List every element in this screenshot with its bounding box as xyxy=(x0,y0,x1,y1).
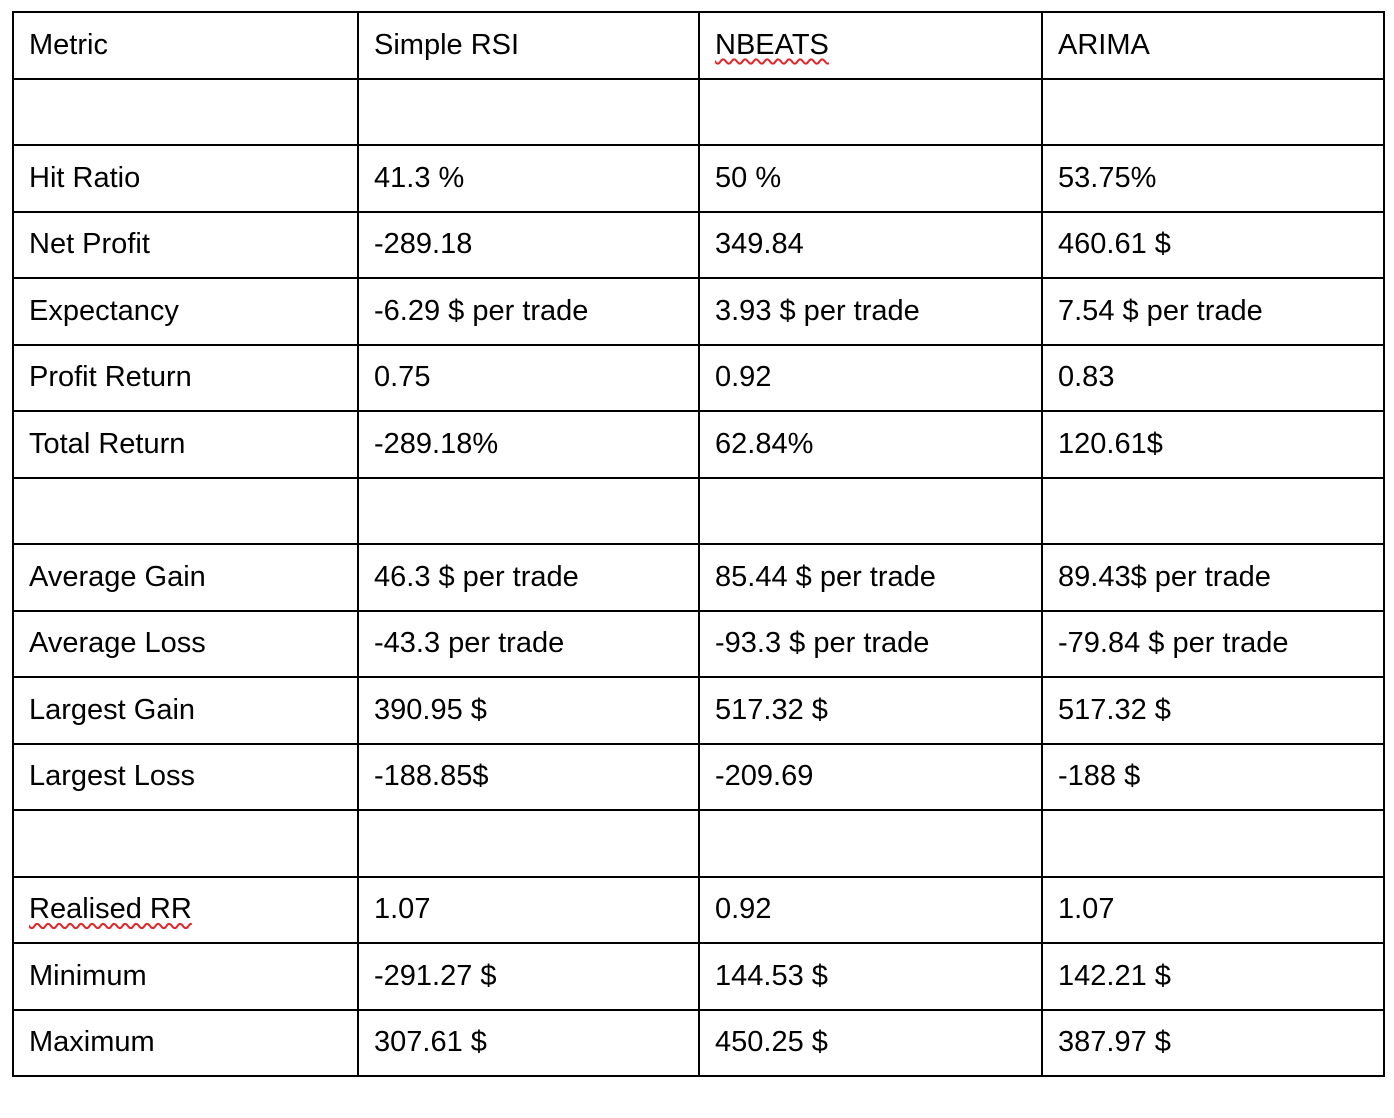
arima-value-cell[interactable]: 387.97 $ xyxy=(1041,1008,1385,1077)
table-row-expectancy: Expectancy -6.29 $ per trade 3.93 $ per … xyxy=(12,277,1385,346)
simple-rsi-value-cell[interactable]: 307.61 $ xyxy=(357,1008,700,1077)
arima-value-cell[interactable]: -79.84 $ per trade xyxy=(1041,609,1385,678)
table-cell[interactable] xyxy=(1041,809,1385,878)
arima-value-cell[interactable]: 0.83 xyxy=(1041,343,1385,412)
nbeats-value-cell[interactable]: 62.84% xyxy=(698,410,1043,479)
header-cell-nbeats[interactable]: NBEATS xyxy=(698,11,1043,80)
simple-rsi-value-cell[interactable]: 390.95 $ xyxy=(357,676,700,745)
simple-rsi-value-cell[interactable]: -289.18% xyxy=(357,410,700,479)
table-row-hit-ratio: Hit Ratio 41.3 % 50 % 53.75% xyxy=(12,144,1385,213)
metrics-table: Metric Simple RSI NBEATS ARIMA Hit Ratio… xyxy=(12,11,1385,1077)
table-cell[interactable] xyxy=(357,809,700,878)
table-cell[interactable] xyxy=(698,476,1043,545)
simple-rsi-value-cell[interactable]: 1.07 xyxy=(357,875,700,944)
arima-value-cell[interactable]: 7.54 $ per trade xyxy=(1041,277,1385,346)
table-row-total-return: Total Return -289.18% 62.84% 120.61$ xyxy=(12,410,1385,479)
simple-rsi-value-cell[interactable]: 0.75 xyxy=(357,343,700,412)
metric-label-cell[interactable]: Average Gain xyxy=(12,543,359,612)
arima-value-cell[interactable]: 53.75% xyxy=(1041,144,1385,213)
table-row-largest-loss: Largest Loss -188.85$ -209.69 -188 $ xyxy=(12,742,1385,811)
nbeats-value-cell[interactable]: 0.92 xyxy=(698,875,1043,944)
table-row-average-gain: Average Gain 46.3 $ per trade 85.44 $ pe… xyxy=(12,543,1385,612)
arima-value-cell[interactable]: 142.21 $ xyxy=(1041,942,1385,1011)
metrics-document: Metric Simple RSI NBEATS ARIMA Hit Ratio… xyxy=(12,11,1385,1077)
table-row-empty xyxy=(12,476,1385,545)
table-row-largest-gain: Largest Gain 390.95 $ 517.32 $ 517.32 $ xyxy=(12,676,1385,745)
nbeats-value-cell[interactable]: 144.53 $ xyxy=(698,942,1043,1011)
table-cell[interactable] xyxy=(698,809,1043,878)
simple-rsi-value-cell[interactable]: -289.18 xyxy=(357,210,700,279)
table-cell[interactable] xyxy=(1041,476,1385,545)
nbeats-value-cell[interactable]: 450.25 $ xyxy=(698,1008,1043,1077)
spellcheck-underlined-text: Realised RR xyxy=(29,893,192,926)
metric-label-cell[interactable]: Net Profit xyxy=(12,210,359,279)
metric-label-cell[interactable]: Profit Return xyxy=(12,343,359,412)
table-cell[interactable] xyxy=(12,77,359,146)
simple-rsi-value-cell[interactable]: -188.85$ xyxy=(357,742,700,811)
nbeats-value-cell[interactable]: 85.44 $ per trade xyxy=(698,543,1043,612)
metric-label-cell[interactable]: Expectancy xyxy=(12,277,359,346)
metric-label-cell[interactable]: Hit Ratio xyxy=(12,144,359,213)
header-cell-metric[interactable]: Metric xyxy=(12,11,359,80)
metric-label-cell[interactable]: Average Loss xyxy=(12,609,359,678)
arima-value-cell[interactable]: -188 $ xyxy=(1041,742,1385,811)
table-header-row: Metric Simple RSI NBEATS ARIMA xyxy=(12,11,1385,80)
nbeats-value-cell[interactable]: 517.32 $ xyxy=(698,676,1043,745)
arima-value-cell[interactable]: 89.43$ per trade xyxy=(1041,543,1385,612)
table-cell[interactable] xyxy=(357,77,700,146)
nbeats-value-cell[interactable]: 0.92 xyxy=(698,343,1043,412)
table-row-empty xyxy=(12,77,1385,146)
simple-rsi-value-cell[interactable]: 46.3 $ per trade xyxy=(357,543,700,612)
spellcheck-underlined-text: NBEATS xyxy=(715,28,829,61)
nbeats-value-cell[interactable]: 50 % xyxy=(698,144,1043,213)
nbeats-value-cell[interactable]: -209.69 xyxy=(698,742,1043,811)
arima-value-cell[interactable]: 120.61$ xyxy=(1041,410,1385,479)
table-row-net-profit: Net Profit -289.18 349.84 460.61 $ xyxy=(12,210,1385,279)
metric-label-cell[interactable]: Largest Loss xyxy=(12,742,359,811)
simple-rsi-value-cell[interactable]: 41.3 % xyxy=(357,144,700,213)
simple-rsi-value-cell[interactable]: -291.27 $ xyxy=(357,942,700,1011)
metric-label-cell[interactable]: Total Return xyxy=(12,410,359,479)
table-row-profit-return: Profit Return 0.75 0.92 0.83 xyxy=(12,343,1385,412)
arima-value-cell[interactable]: 460.61 $ xyxy=(1041,210,1385,279)
header-cell-simple-rsi[interactable]: Simple RSI xyxy=(357,11,700,80)
simple-rsi-value-cell[interactable]: -6.29 $ per trade xyxy=(357,277,700,346)
header-cell-arima[interactable]: ARIMA xyxy=(1041,11,1385,80)
arima-value-cell[interactable]: 1.07 xyxy=(1041,875,1385,944)
arima-value-cell[interactable]: 517.32 $ xyxy=(1041,676,1385,745)
table-cell[interactable] xyxy=(12,476,359,545)
table-row-empty xyxy=(12,809,1385,878)
metric-label-cell[interactable]: Realised RR xyxy=(12,875,359,944)
metric-label-cell[interactable]: Maximum xyxy=(12,1008,359,1077)
table-cell[interactable] xyxy=(357,476,700,545)
nbeats-value-cell[interactable]: 349.84 xyxy=(698,210,1043,279)
table-cell[interactable] xyxy=(698,77,1043,146)
nbeats-value-cell[interactable]: -93.3 $ per trade xyxy=(698,609,1043,678)
table-row-minimum: Minimum -291.27 $ 144.53 $ 142.21 $ xyxy=(12,942,1385,1011)
table-cell[interactable] xyxy=(12,809,359,878)
table-row-average-loss: Average Loss -43.3 per trade -93.3 $ per… xyxy=(12,609,1385,678)
table-cell[interactable] xyxy=(1041,77,1385,146)
simple-rsi-value-cell[interactable]: -43.3 per trade xyxy=(357,609,700,678)
nbeats-value-cell[interactable]: 3.93 $ per trade xyxy=(698,277,1043,346)
table-row-realised-rr: Realised RR 1.07 0.92 1.07 xyxy=(12,875,1385,944)
metric-label-cell[interactable]: Largest Gain xyxy=(12,676,359,745)
table-row-maximum: Maximum 307.61 $ 450.25 $ 387.97 $ xyxy=(12,1008,1385,1077)
metric-label-cell[interactable]: Minimum xyxy=(12,942,359,1011)
